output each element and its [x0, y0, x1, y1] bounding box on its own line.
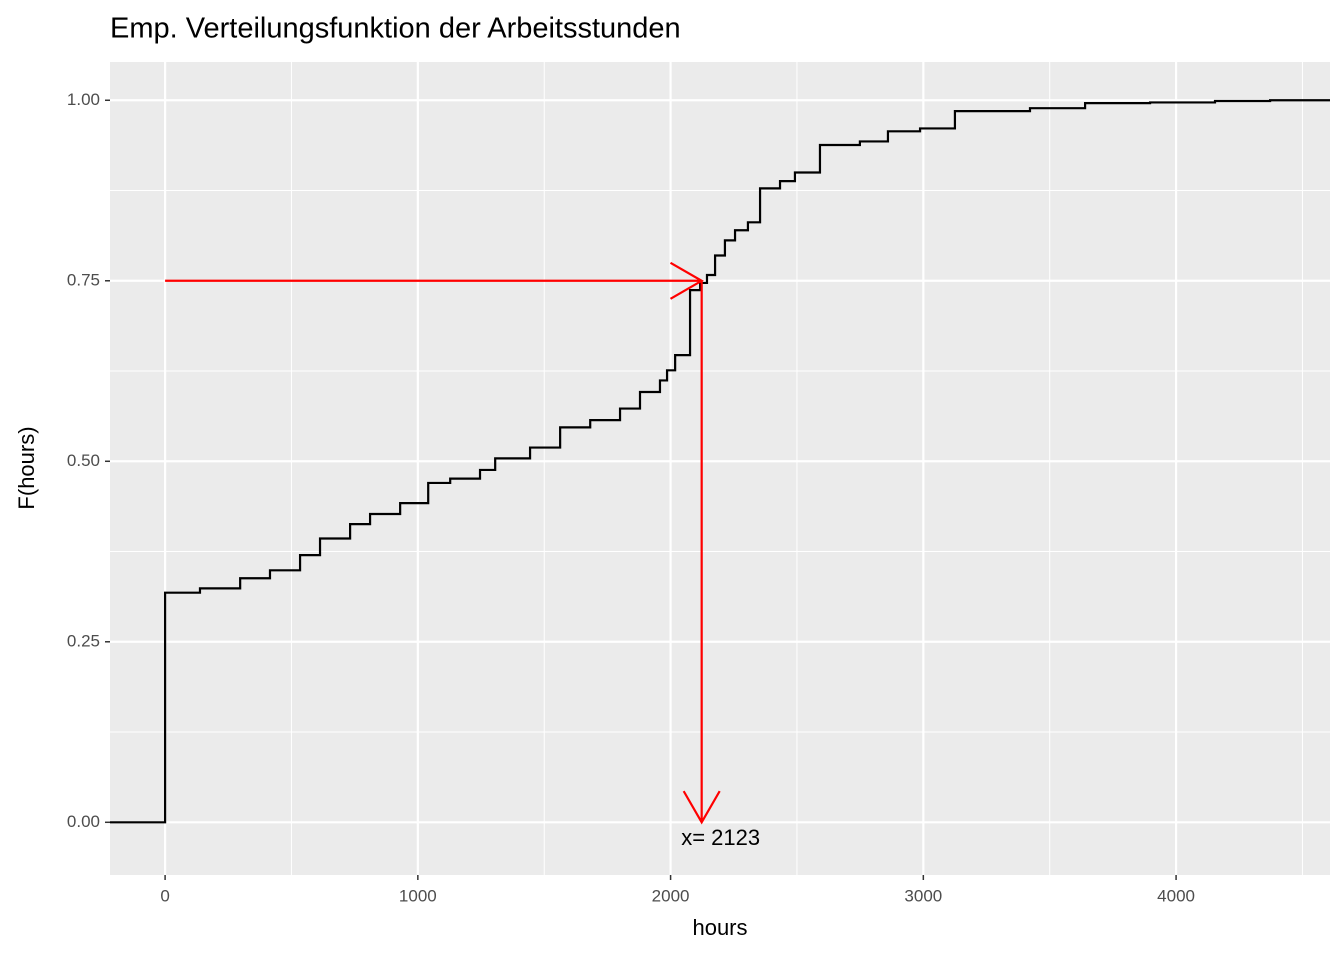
y-tick-label: 0.00 — [67, 812, 100, 831]
x-tick-label: 1000 — [399, 886, 437, 905]
arrow — [682, 280, 721, 825]
y-tick-label: 1.00 — [67, 90, 100, 109]
y-tick-label: 0.50 — [67, 451, 100, 470]
y-tick-label: 0.25 — [67, 631, 100, 650]
y-tick-label: 0.75 — [67, 270, 100, 289]
plot-background — [110, 62, 1330, 875]
ecdf-line — [110, 99, 1330, 824]
chart-title: Emp. Verteilungsfunktion der Arbeitsstun… — [110, 13, 681, 45]
x-tick-label: 0 — [160, 886, 169, 905]
x-tick-label: 2000 — [652, 886, 690, 905]
y-axis-title: F(hours) — [14, 426, 39, 509]
x-tick-label: 3000 — [904, 886, 942, 905]
annotation: x= 2123 — [681, 825, 760, 850]
x-axis-title: hours — [692, 915, 747, 940]
x-tick-label: 4000 — [1157, 886, 1195, 905]
